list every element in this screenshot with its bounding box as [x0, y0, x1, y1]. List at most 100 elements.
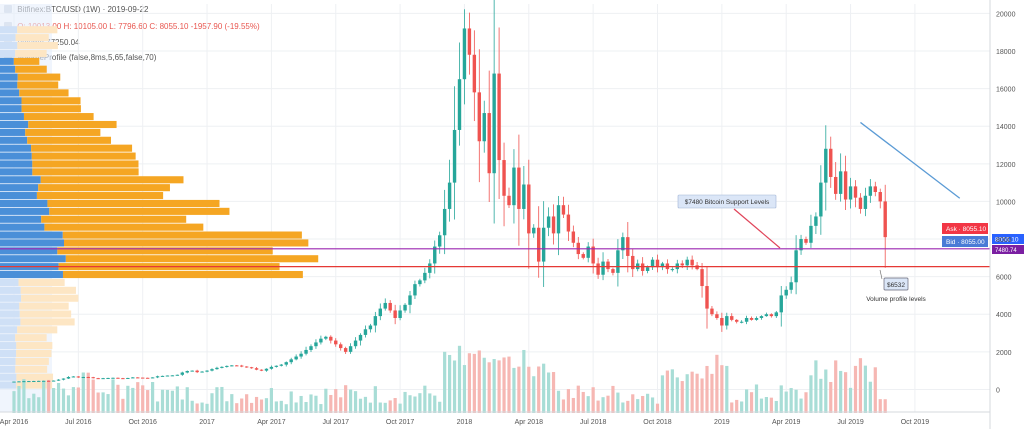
vp-sell-bar [15, 49, 47, 57]
candle-body [170, 375, 175, 377]
vp-buy-bar [0, 286, 21, 294]
volume-bar [230, 394, 234, 413]
vp-buy-bar [0, 160, 33, 168]
candle-body [319, 338, 323, 343]
volume-bar [363, 396, 368, 413]
volume-bar [294, 402, 298, 413]
candle-body [61, 378, 66, 380]
vp-buy-bar [0, 49, 16, 57]
volume-bar [250, 402, 254, 413]
volume-bar [47, 379, 51, 413]
candle-body [843, 171, 848, 200]
volume-bar [185, 387, 189, 413]
vp-buy-bar [0, 65, 16, 73]
ask-tag-text: Ask · 8055.10 [946, 226, 986, 233]
candle-body [462, 28, 467, 80]
candle-body [838, 171, 843, 194]
volume-bar [220, 386, 224, 413]
candle-body [160, 375, 165, 377]
candle-body [339, 344, 343, 349]
volume-bar [12, 391, 16, 413]
volume-bar [497, 360, 501, 413]
volume-bar [655, 403, 660, 413]
volume-bar [641, 395, 645, 413]
candle-body [46, 380, 51, 382]
vp-sell-bar [28, 120, 117, 129]
volume-bar [730, 402, 734, 413]
vp-buy-bar [0, 105, 22, 113]
volume-bar [91, 379, 95, 413]
candle-body [225, 365, 229, 367]
candle-body [878, 192, 882, 202]
candle-body [873, 186, 877, 193]
volume-bar [873, 367, 877, 413]
candle-body [269, 366, 274, 369]
vp-sell-bar [36, 192, 164, 200]
candle-body [492, 73, 496, 174]
candle-body [660, 263, 665, 268]
vp-buy-bar [0, 81, 18, 89]
candle-body [819, 182, 823, 217]
candle-body [700, 269, 704, 287]
vp-buy-bar [0, 144, 32, 152]
volume-bar [467, 353, 471, 413]
volume-bar [675, 377, 679, 413]
vp-sell-bar [32, 160, 139, 168]
candle-body [769, 314, 774, 317]
candle-body [883, 201, 887, 238]
vp-sell-bar [16, 342, 53, 350]
vp-sell-bar [15, 334, 47, 342]
volume-bar [388, 400, 392, 413]
volume-bar [235, 403, 239, 413]
volume-bar [438, 401, 442, 413]
candle-body [121, 378, 125, 380]
candle-body [655, 259, 660, 268]
volume-bar [141, 385, 145, 413]
candle-body [423, 272, 427, 281]
volume-bar [868, 381, 872, 413]
candle-body [86, 377, 90, 379]
volume-bar [779, 385, 783, 413]
volume-bar [245, 394, 249, 413]
callout-text: $6532 [887, 282, 905, 289]
candle-body [586, 246, 590, 258]
volume-bar [180, 399, 184, 413]
candle-body [378, 308, 382, 317]
candle-body [680, 263, 684, 266]
last-price-text: 8055.10 [995, 237, 1019, 244]
volume-bar [487, 362, 491, 413]
vp-buy-bar [0, 349, 17, 358]
vp-sell-bar [62, 270, 303, 279]
volume-bar [774, 400, 778, 413]
volume-bar [195, 403, 199, 413]
volume-bar [492, 359, 496, 413]
candle-body [240, 365, 244, 367]
candle-body [126, 377, 130, 379]
volume-bar [309, 394, 313, 413]
candle-body [754, 317, 759, 320]
vp-buy-bar [0, 34, 16, 42]
volume-bar [408, 395, 412, 413]
volume-bar [616, 392, 620, 413]
vp-sell-bar [32, 168, 139, 176]
candle-body [527, 184, 531, 234]
candle-body [185, 371, 189, 373]
volume-bar [373, 386, 377, 413]
candle-body [556, 205, 561, 234]
vp-buy-bar [0, 310, 20, 318]
candle-body [413, 284, 417, 296]
volume-bar [749, 392, 754, 413]
candle-body [101, 378, 105, 380]
candle-body [725, 316, 729, 326]
volume-bar [626, 400, 630, 413]
candle-body [858, 197, 863, 209]
vp-sell-bar [16, 349, 52, 358]
candle-body [111, 377, 115, 379]
volume-bar [863, 365, 867, 413]
candle-body [784, 289, 788, 296]
volume-bar [101, 392, 105, 413]
volume-bar [878, 399, 882, 413]
volume-bar [17, 386, 21, 413]
volume-bar [170, 390, 174, 413]
